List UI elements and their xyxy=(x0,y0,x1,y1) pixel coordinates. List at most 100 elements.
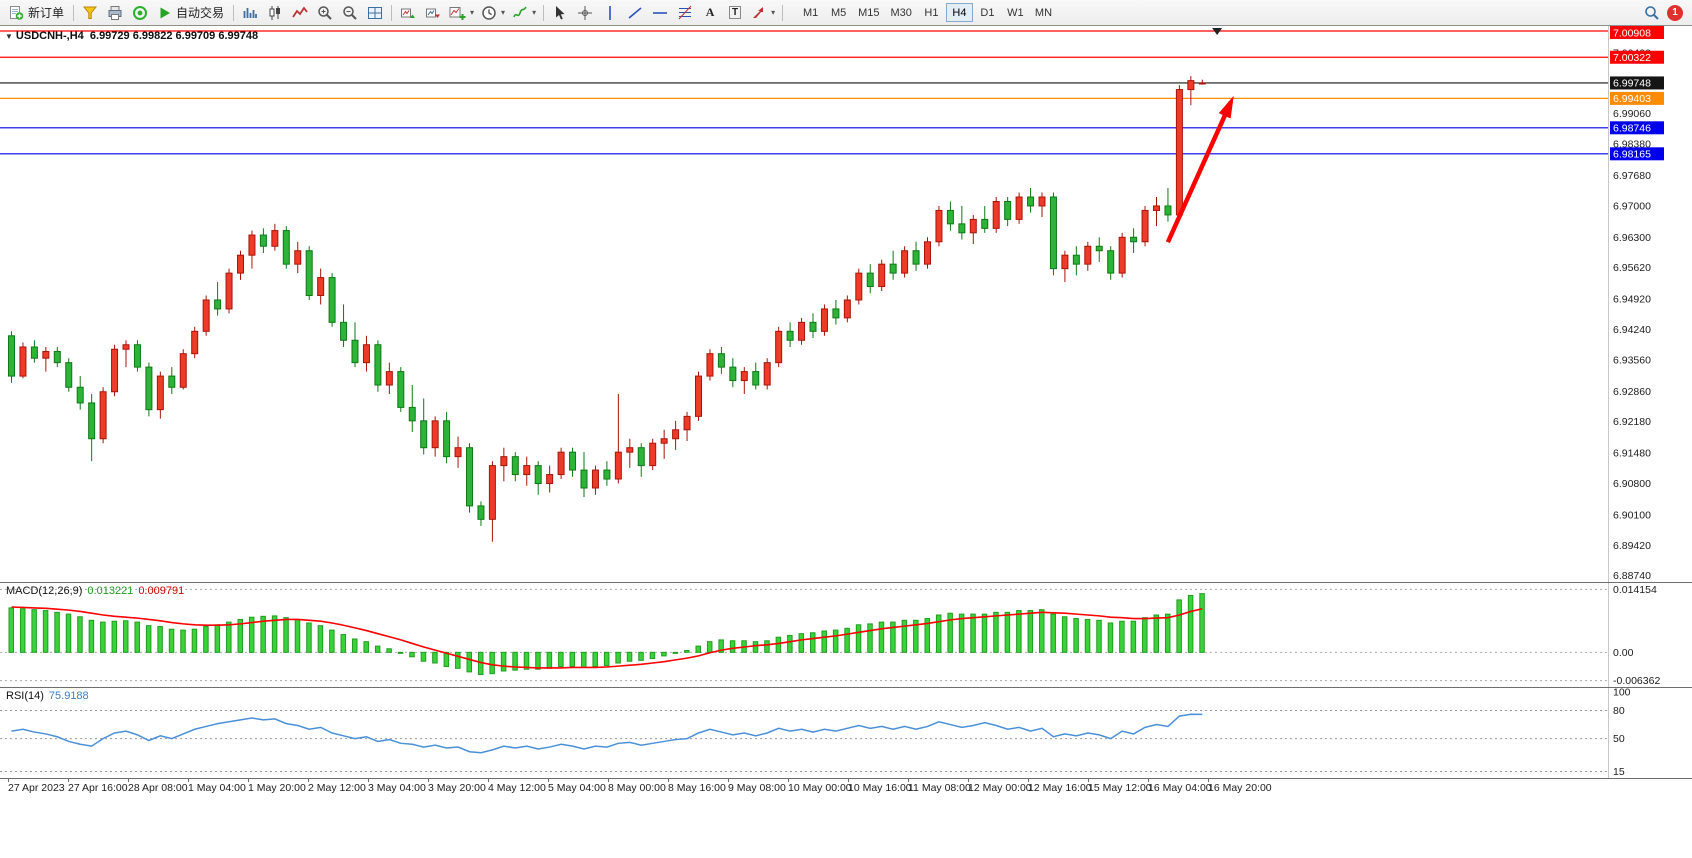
market-watch-button[interactable] xyxy=(78,2,102,23)
new-chart-button[interactable]: ▾ xyxy=(446,2,477,23)
price-badge xyxy=(1610,76,1664,90)
arrow-head xyxy=(1218,95,1234,119)
tile-windows-button[interactable] xyxy=(363,2,387,23)
macd-bar xyxy=(374,645,381,653)
time-axis-label: 16 May 04:00 xyxy=(1148,782,1212,794)
candle-body xyxy=(569,451,577,471)
trend-arrow-annotation[interactable] xyxy=(1165,95,1234,244)
crosshair-icon xyxy=(578,5,593,20)
candle-body xyxy=(969,218,977,234)
candle-body xyxy=(420,420,428,449)
text-button[interactable]: A xyxy=(698,2,722,23)
text-label-button[interactable]: T xyxy=(723,2,747,23)
candle-body xyxy=(454,447,462,458)
timeframe-button-m5[interactable]: M5 xyxy=(825,3,852,22)
candle-body xyxy=(1061,254,1069,270)
shapes-button[interactable]: ▾ xyxy=(748,2,778,23)
rsi-name: RSI(14) xyxy=(6,690,44,702)
price-badge xyxy=(1610,50,1664,64)
candle-body xyxy=(1153,205,1160,211)
bar-chart-button[interactable] xyxy=(238,2,262,23)
candle-body xyxy=(889,263,897,274)
candle-body xyxy=(603,469,611,480)
cascade-windows-button[interactable] xyxy=(396,2,420,23)
macd-bar xyxy=(271,615,278,653)
line-chart-button[interactable] xyxy=(288,2,312,23)
time-axis-label: 1 May 04:00 xyxy=(188,782,246,794)
time-axis-tick xyxy=(848,779,849,782)
rsi-svg[interactable]: 100 80 50 15 xyxy=(0,688,1692,778)
timeframe-button-d1[interactable]: D1 xyxy=(974,3,1001,22)
main-chart-panel[interactable]: 7.004206.990606.983806.976806.970006.963… xyxy=(0,26,1692,582)
one-click-trading-toggle[interactable]: ▼ xyxy=(5,32,13,41)
crosshair-button[interactable] xyxy=(573,2,597,23)
macd-bar xyxy=(821,630,827,653)
price-axis-label: 6.95620 xyxy=(1613,262,1651,274)
macd-bar xyxy=(1176,599,1182,653)
candle-body xyxy=(1107,250,1115,274)
candle-body xyxy=(191,330,199,355)
notification-badge[interactable]: 1 xyxy=(1667,4,1683,21)
arrow-shape-icon xyxy=(753,6,764,18)
time-axis-label: 27 Apr 16:00 xyxy=(68,782,128,794)
macd-svg[interactable]: 0.014154 0.00 -0.006362 xyxy=(0,583,1692,687)
timeframe-button-h1[interactable]: H1 xyxy=(918,3,945,22)
fibonacci-button[interactable] xyxy=(673,2,697,23)
play-icon xyxy=(160,7,171,18)
arrange-windows-button[interactable] xyxy=(421,2,445,23)
time-axis-label: 1 May 20:00 xyxy=(248,782,306,794)
price-axis-label: 6.96300 xyxy=(1613,232,1651,244)
candlestick-series xyxy=(8,76,1206,542)
rsi-panel[interactable]: 100 80 50 15 RSI(14) 75.9188 xyxy=(0,687,1692,778)
candle-body xyxy=(397,371,405,408)
autotrading-button[interactable]: 自动交易 xyxy=(153,2,229,23)
horizontal-line-button[interactable] xyxy=(648,2,672,23)
cursor-button[interactable] xyxy=(548,2,572,23)
candle-body xyxy=(466,447,473,507)
zoom-in-button[interactable] xyxy=(313,2,337,23)
timeframe-button-w1[interactable]: W1 xyxy=(1002,3,1029,22)
chart-shift-marker[interactable] xyxy=(1212,28,1223,35)
timeframe-button-m15[interactable]: M15 xyxy=(853,3,884,22)
periods-button[interactable]: ▾ xyxy=(478,2,508,23)
tile-windows-icon xyxy=(368,6,383,19)
macd-bar xyxy=(1073,618,1079,653)
new-order-button[interactable]: 新订单 xyxy=(3,2,69,23)
macd-bar xyxy=(420,651,427,662)
candle-body xyxy=(1015,196,1023,220)
community-button[interactable] xyxy=(128,2,152,23)
macd-bar xyxy=(19,608,26,653)
candle-body xyxy=(65,362,73,388)
timeframe-button-mn[interactable]: MN xyxy=(1030,3,1057,22)
candle-body xyxy=(775,330,783,364)
macd-bar xyxy=(363,641,369,653)
arrange-windows-icon xyxy=(426,8,441,18)
macd-value: 0.013221 xyxy=(87,585,134,597)
candle-body xyxy=(1175,89,1183,216)
search-button[interactable] xyxy=(1640,2,1664,23)
macd-bar xyxy=(844,627,850,653)
trendline-button[interactable] xyxy=(623,2,647,23)
macd-bar xyxy=(1027,610,1034,653)
timeframe-button-h4[interactable]: H4 xyxy=(945,3,973,22)
macd-bar xyxy=(54,611,60,653)
zoom-out-button[interactable] xyxy=(338,2,362,23)
macd-axis-label: 0.00 xyxy=(1613,647,1634,659)
price-badge-label: 6.99748 xyxy=(1613,78,1651,90)
time-axis-tick xyxy=(1088,779,1089,782)
time-axis[interactable]: 27 Apr 2023 27 Apr 16:00 28 Apr 08:00 1 May… xyxy=(0,778,1692,797)
vertical-line-button[interactable] xyxy=(598,2,622,23)
print-button[interactable] xyxy=(103,2,127,23)
candle-body xyxy=(717,353,725,368)
timeframe-button-m30[interactable]: M30 xyxy=(886,3,917,22)
candlestick-chart-button[interactable] xyxy=(263,2,287,23)
price-badge xyxy=(1610,26,1664,39)
timeframe-button-m1[interactable]: M1 xyxy=(797,3,824,22)
candle-body xyxy=(523,465,531,476)
macd-bar xyxy=(409,651,415,658)
templates-button[interactable]: ▾ xyxy=(509,2,539,23)
macd-panel[interactable]: 0.014154 0.00 -0.006362 MACD(12,26,9) 0.013… xyxy=(0,582,1692,687)
horizontal-level-lines[interactable] xyxy=(0,30,1608,155)
price-axis-label: 6.90800 xyxy=(1613,478,1651,490)
main-chart-svg[interactable]: 7.004206.990606.983806.976806.970006.963… xyxy=(0,26,1692,582)
